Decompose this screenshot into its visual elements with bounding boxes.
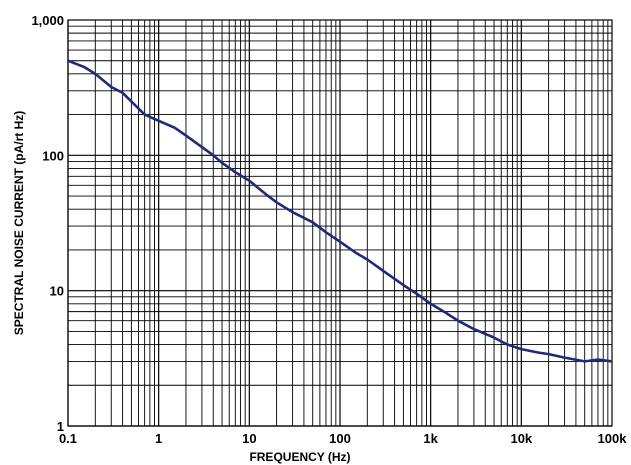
x-axis-title: FREQUENCY (Hz) <box>249 450 350 464</box>
y-tick-label: 10 <box>50 284 64 299</box>
x-tick-label: 0.1 <box>59 431 77 446</box>
y-tick-label: 100 <box>42 148 64 163</box>
y-tick-labels: 1 10 100 1,000 <box>31 13 64 434</box>
y-tick-label: 1,000 <box>31 13 64 28</box>
plot-frame <box>67 19 613 427</box>
noise-current-line <box>67 59 613 363</box>
x-tick-label: 10 <box>242 431 256 446</box>
y-axis-title: SPECTRAL NOISE CURRENT (pA/rt Hz) <box>12 111 26 335</box>
y-tick-label: 1 <box>57 419 64 434</box>
x-tick-label: 1k <box>423 431 438 446</box>
x-tick-label: 100k <box>598 431 628 446</box>
x-tick-label: 1 <box>155 431 162 446</box>
x-tick-labels: 0.1 1 10 100 1k 10k 100k <box>59 431 627 446</box>
grid <box>67 20 612 427</box>
x-tick-label: 10k <box>510 431 532 446</box>
x-tick-label: 100 <box>329 431 351 446</box>
